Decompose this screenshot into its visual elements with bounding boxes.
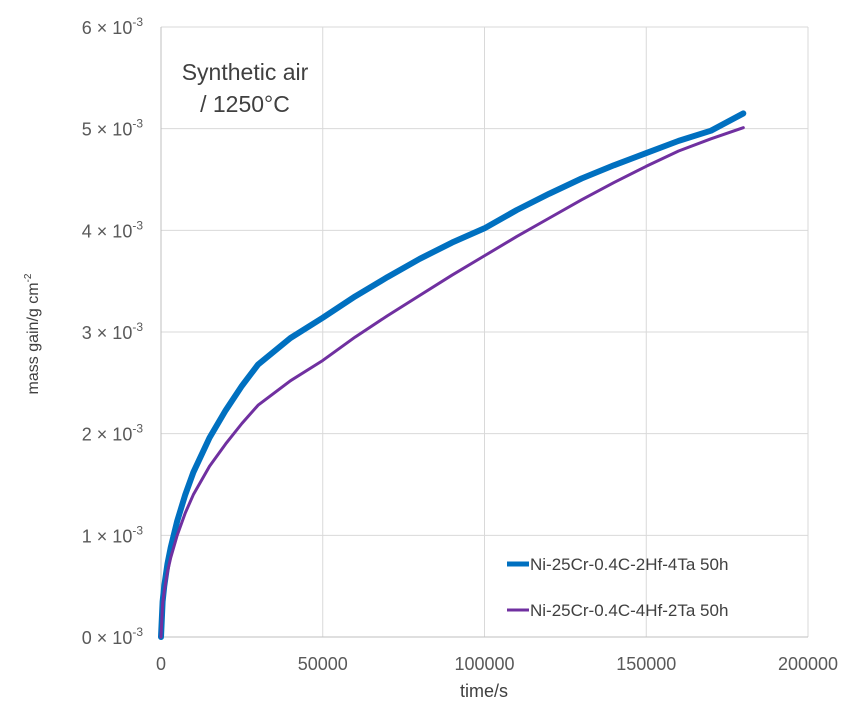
legend-label-series-2: Ni-25Cr-0.4C-4Hf-2Ta 50h [530,601,728,620]
y-tick-label: 2 × 10-3 [82,422,144,445]
y-tick-label: 1 × 10-3 [82,523,144,546]
y-axis-label-exponent: -2 [23,273,34,282]
axes [160,27,808,638]
y-tick-exponent: -3 [132,320,143,334]
y-tick-mantissa: 0 × 10 [82,628,133,648]
x-tick-label: 0 [156,654,166,674]
y-axis-label-main: mass gain/g cm [25,282,42,394]
x-axis-label: time/s [460,681,508,701]
x-tick-label: 50000 [298,654,348,674]
y-tick-exponent: -3 [132,218,143,232]
y-tick-exponent: -3 [132,422,143,436]
x-tick-label: 100000 [454,654,514,674]
y-tick-mantissa: 6 × 10 [82,18,133,38]
legend-label-series-1: Ni-25Cr-0.4C-2Hf-4Ta 50h [530,555,728,574]
y-tick-label: 5 × 10-3 [82,117,144,140]
y-tick-exponent: -3 [132,15,143,29]
grid-lines [161,26,809,637]
y-tick-exponent: -3 [132,523,143,537]
y-tick-label: 6 × 10-3 [82,15,144,38]
series-line-1 [158,110,747,640]
y-tick-label: 0 × 10-3 [82,625,144,648]
y-tick-mantissa: 2 × 10 [82,425,133,445]
x-tick-label: 200000 [778,654,838,674]
y-tick-label: 3 × 10-3 [82,320,144,343]
y-tick-exponent: -3 [132,625,143,639]
y-axis-label: mass gain/g cm-2 [23,273,42,394]
y-tick-mantissa: 5 × 10 [82,120,133,140]
legend: Ni-25Cr-0.4C-2Hf-4Ta 50h Ni-25Cr-0.4C-4H… [507,555,728,620]
annotation-line2: / 1250°C [200,91,290,117]
x-tick-label: 150000 [616,654,676,674]
y-tick-mantissa: 1 × 10 [82,526,133,546]
y-tick-label: 4 × 10-3 [82,218,144,241]
labels: 0 × 10-31 × 10-32 × 10-33 × 10-34 × 10-3… [82,15,838,674]
series-lines [158,110,747,640]
y-tick-exponent: -3 [132,117,143,131]
y-tick-mantissa: 4 × 10 [82,221,133,241]
series-line-2 [159,126,745,639]
annotation-line1: Synthetic air [182,59,309,85]
y-tick-mantissa: 3 × 10 [82,323,133,343]
